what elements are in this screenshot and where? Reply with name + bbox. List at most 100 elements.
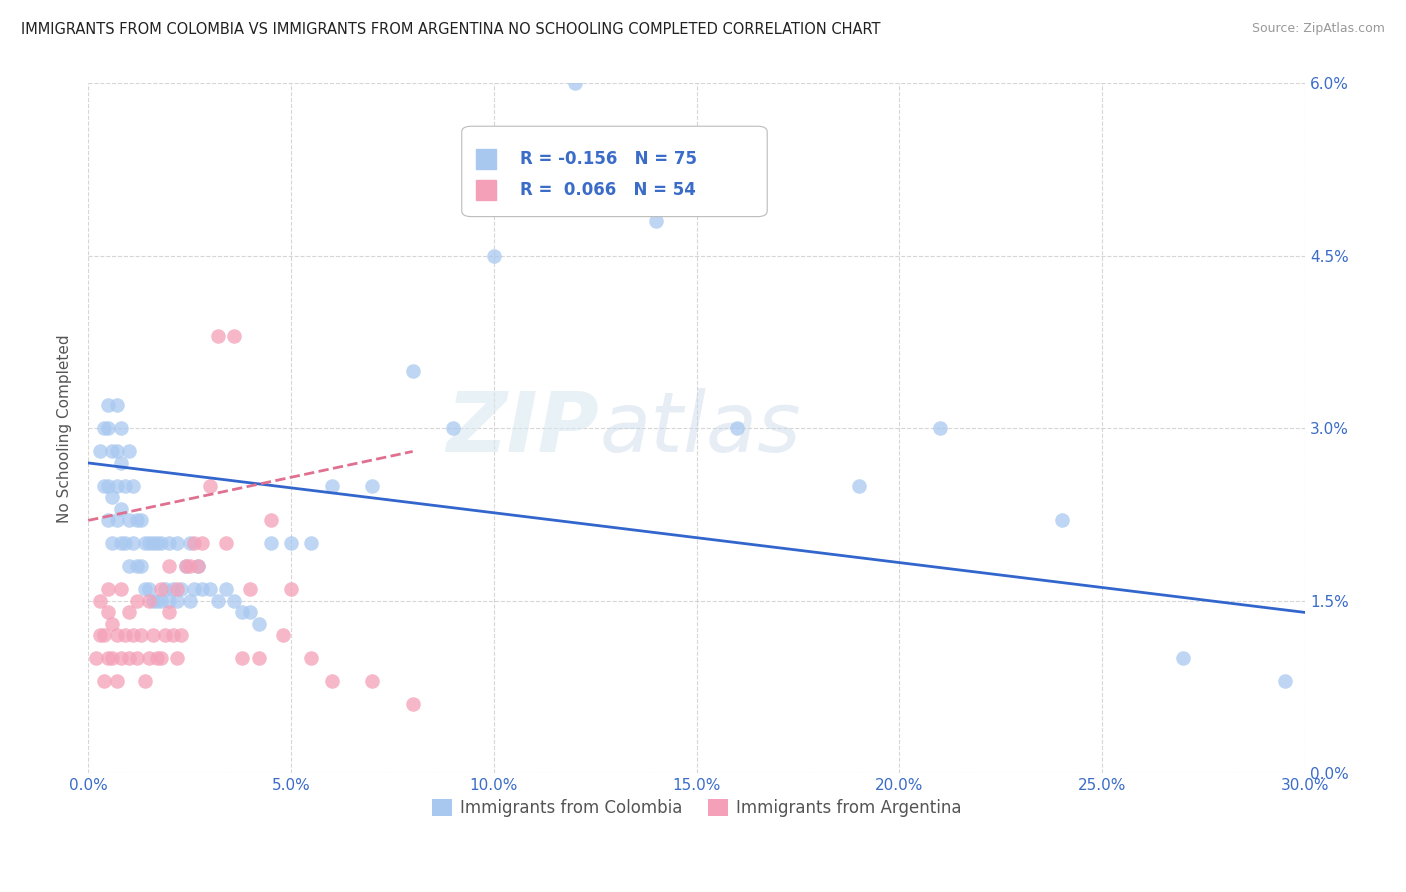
Point: [105, 479, 128, 493]
Point: [125, 513, 148, 527]
Point: [260, 536, 283, 550]
Point: [321, 479, 343, 493]
Point: [138, 651, 160, 665]
Point: [166, 582, 188, 597]
Point: [110, 651, 132, 665]
Point: [157, 559, 180, 574]
Point: [121, 628, 143, 642]
Point: [93, 674, 115, 689]
Point: [174, 559, 197, 574]
Point: [231, 651, 253, 665]
Point: [125, 559, 148, 574]
Point: [142, 594, 165, 608]
Point: [110, 582, 132, 597]
Text: R = -0.156   N = 75: R = -0.156 N = 75: [520, 151, 697, 169]
Point: [725, 421, 748, 435]
Point: [239, 606, 262, 620]
Point: [157, 606, 180, 620]
Point: [110, 456, 132, 470]
Point: [848, 479, 870, 493]
Point: [215, 582, 238, 597]
Point: [138, 536, 160, 550]
Point: [183, 536, 205, 550]
Point: [402, 364, 425, 378]
Point: [155, 628, 177, 642]
Point: [97, 651, 120, 665]
Point: [1050, 513, 1073, 527]
Point: [170, 582, 193, 597]
Point: [146, 651, 169, 665]
Point: [157, 536, 180, 550]
Point: [146, 594, 169, 608]
Point: [101, 616, 124, 631]
Point: [321, 674, 343, 689]
Point: [105, 674, 128, 689]
Point: [187, 559, 209, 574]
Point: [93, 628, 115, 642]
Point: [114, 479, 136, 493]
Point: [174, 559, 197, 574]
Point: [97, 479, 120, 493]
Text: IMMIGRANTS FROM COLOMBIA VS IMMIGRANTS FROM ARGENTINA NO SCHOOLING COMPLETED COR: IMMIGRANTS FROM COLOMBIA VS IMMIGRANTS F…: [21, 22, 880, 37]
Point: [299, 536, 322, 550]
Point: [97, 421, 120, 435]
Point: [97, 606, 120, 620]
Point: [129, 628, 152, 642]
Point: [142, 536, 165, 550]
Point: [280, 536, 302, 550]
Point: [166, 651, 188, 665]
Point: [134, 536, 156, 550]
Point: [138, 594, 160, 608]
Point: [150, 651, 173, 665]
Point: [101, 444, 124, 458]
Text: atlas: atlas: [599, 388, 801, 469]
Point: [101, 536, 124, 550]
Point: [138, 582, 160, 597]
Point: [441, 421, 464, 435]
Point: [118, 606, 141, 620]
Point: [110, 502, 132, 516]
Point: [105, 399, 128, 413]
Point: [89, 628, 111, 642]
Point: [125, 651, 148, 665]
Point: [105, 513, 128, 527]
Point: [89, 594, 111, 608]
Point: [299, 651, 322, 665]
Point: [150, 594, 173, 608]
Legend: Immigrants from Colombia, Immigrants from Argentina: Immigrants from Colombia, Immigrants fro…: [425, 792, 969, 823]
Point: [482, 249, 505, 263]
Point: [110, 421, 132, 435]
Point: [187, 559, 209, 574]
Point: [118, 444, 141, 458]
Point: [224, 329, 246, 343]
Point: [239, 582, 262, 597]
Point: [361, 674, 384, 689]
Point: [231, 606, 253, 620]
Point: [280, 582, 302, 597]
Point: [179, 536, 201, 550]
Point: [207, 329, 229, 343]
Point: [97, 582, 120, 597]
Point: [162, 582, 184, 597]
Point: [260, 513, 283, 527]
Point: [162, 628, 184, 642]
Point: [190, 536, 212, 550]
Point: [247, 651, 270, 665]
Text: R =  0.066   N = 54: R = 0.066 N = 54: [520, 181, 696, 200]
Point: [93, 479, 115, 493]
Point: [150, 536, 173, 550]
Text: ZIP: ZIP: [447, 388, 599, 469]
Point: [190, 582, 212, 597]
FancyBboxPatch shape: [461, 127, 768, 217]
Point: [224, 594, 246, 608]
Point: [142, 628, 165, 642]
Point: [157, 594, 180, 608]
Point: [97, 399, 120, 413]
Point: [1173, 651, 1195, 665]
Point: [170, 628, 193, 642]
Point: [271, 628, 294, 642]
Point: [146, 536, 169, 550]
Point: [150, 582, 173, 597]
Point: [101, 491, 124, 505]
Point: [121, 536, 143, 550]
